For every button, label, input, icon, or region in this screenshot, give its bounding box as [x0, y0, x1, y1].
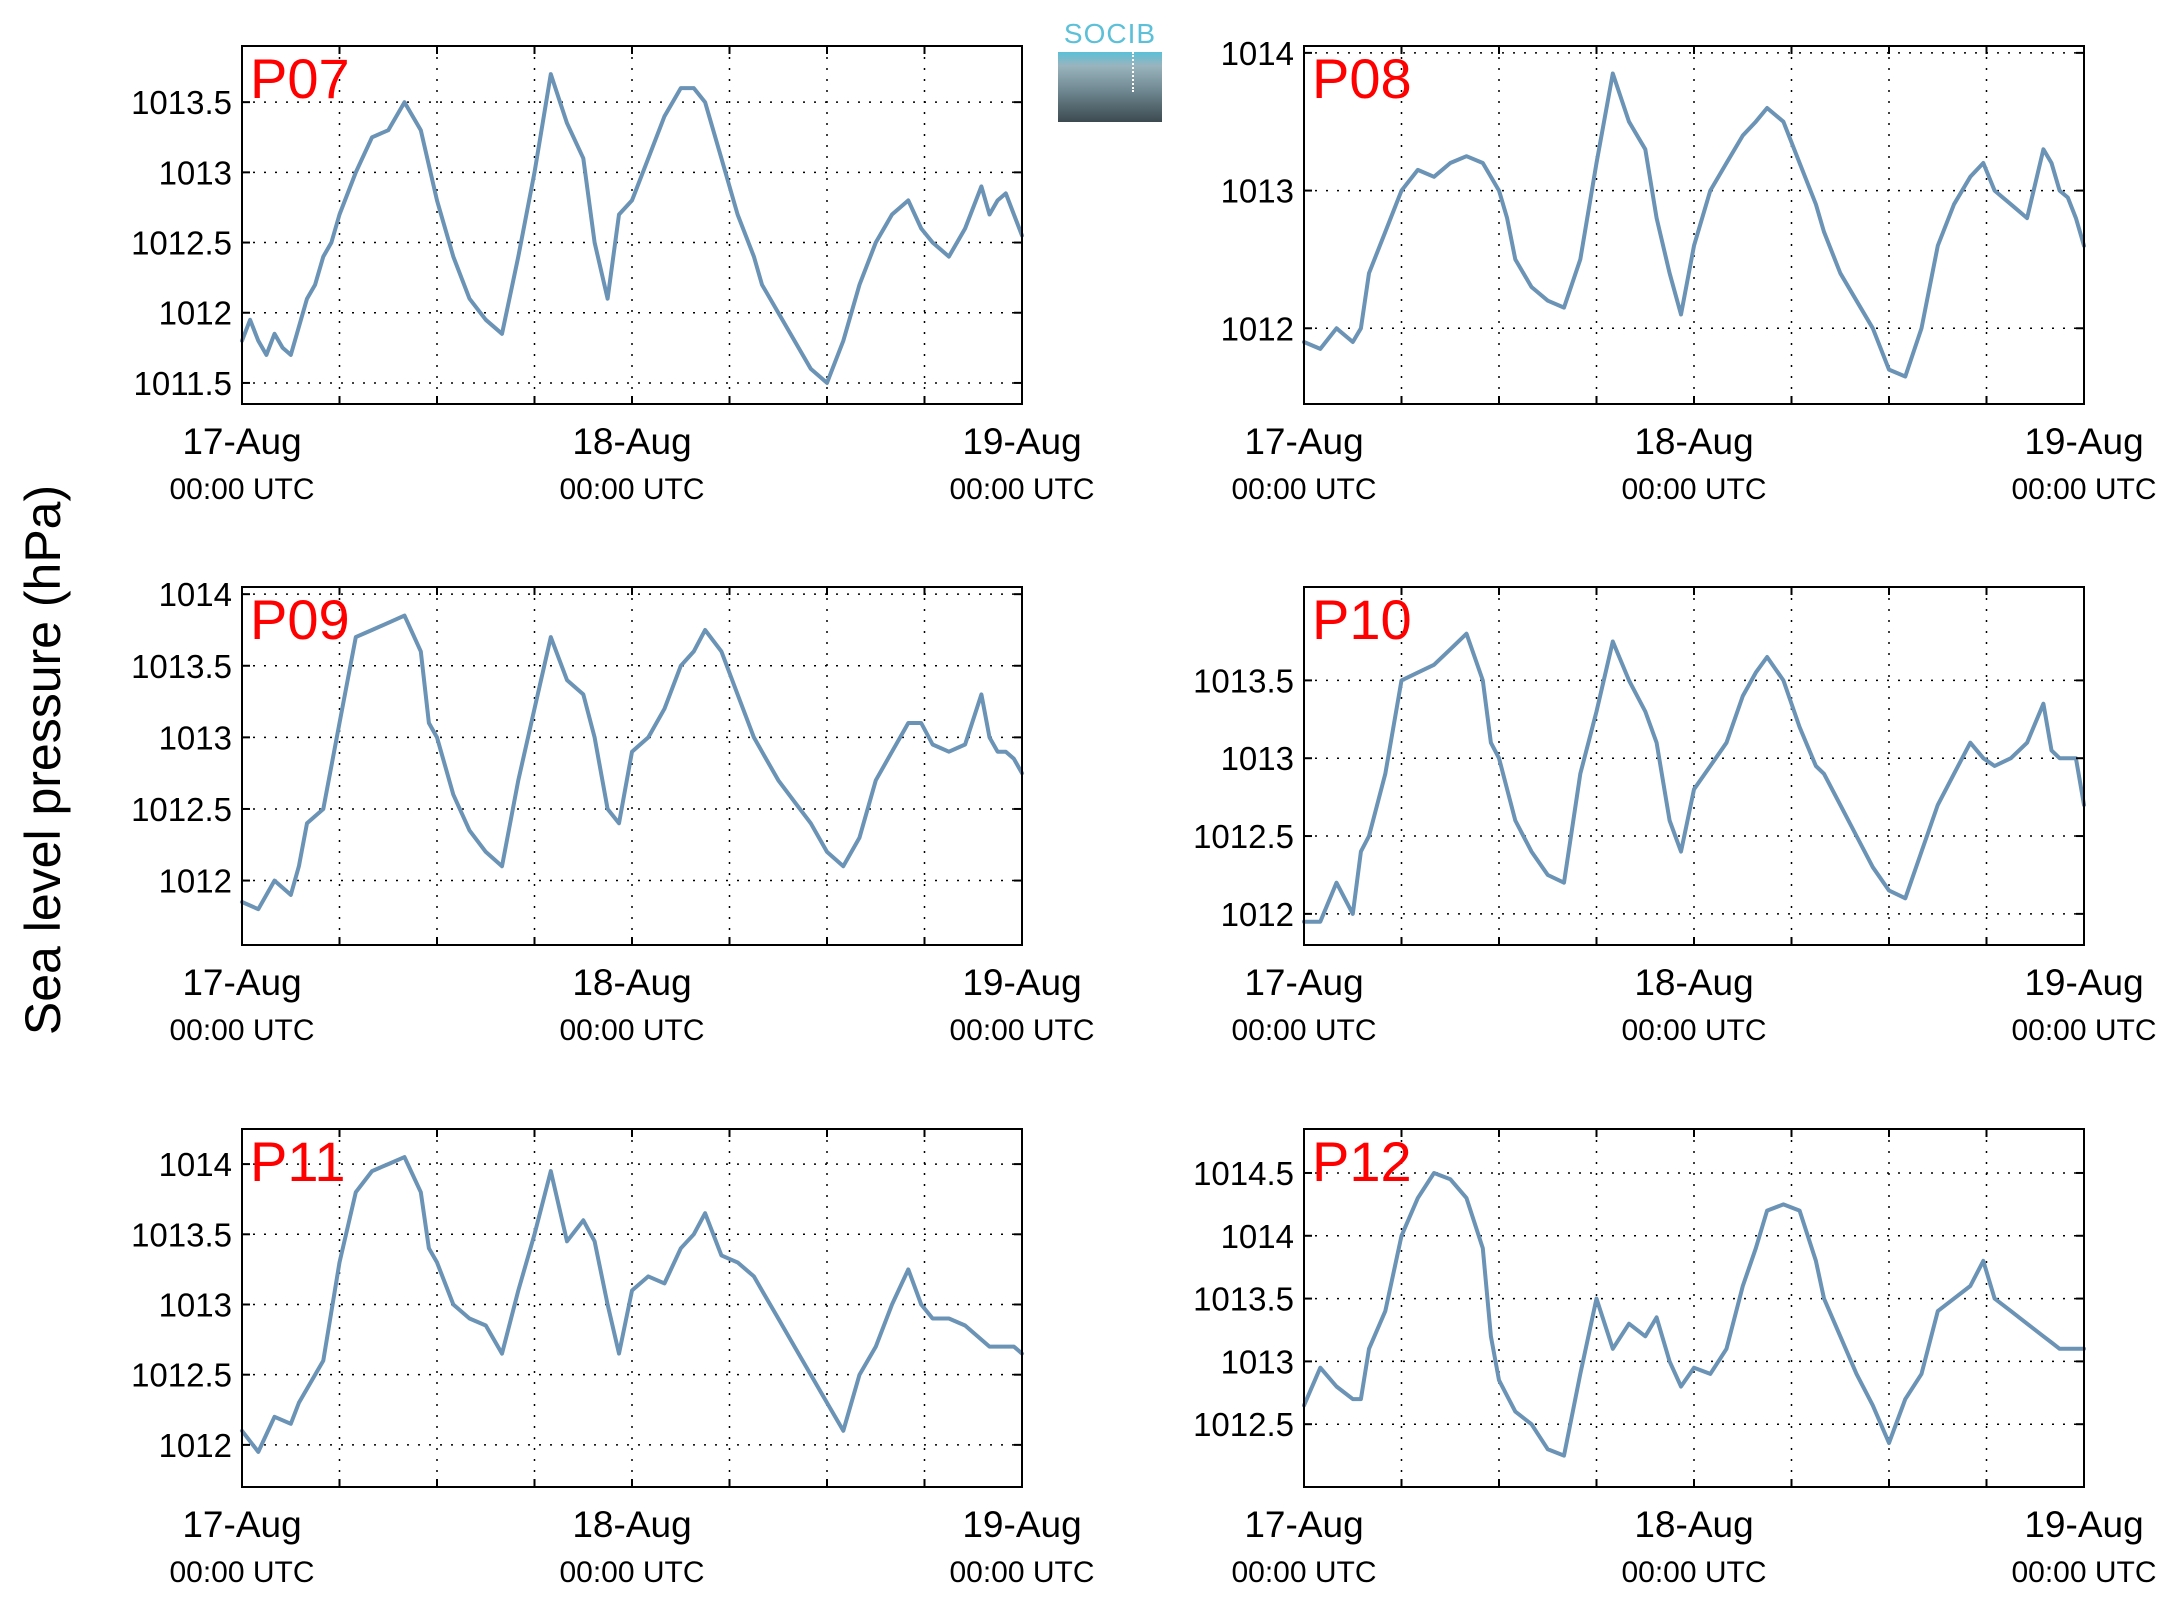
- y-tick-label: 1012: [159, 863, 232, 900]
- x-tick-label: 19-Aug: [2024, 421, 2143, 462]
- panel-label-p08: P08: [1312, 47, 1412, 110]
- y-tick-label: 1014: [1221, 1218, 1294, 1255]
- series-line-p09: [240, 613, 1024, 912]
- y-tick-label: 1012: [1221, 310, 1294, 347]
- panels: 17-Aug 00:00 UTC 18-Aug 00:00 UTC 19-Aug 00:0…: [131, 35, 2156, 1589]
- x-tick-label: 19-Aug: [2024, 962, 2143, 1003]
- x-tick-sublabel: 00:00 UTC: [2011, 1014, 2156, 1047]
- x-tick-sublabel: 00:00 UTC: [2011, 1556, 2156, 1589]
- y-tick-label: 1013: [159, 154, 232, 191]
- x-tick-label: 18-Aug: [1634, 421, 1753, 462]
- x-tick-sublabel: 00:00 UTC: [2011, 473, 2156, 506]
- y-tick-label: 1013.5: [1193, 1281, 1294, 1318]
- logo-dash: [1132, 52, 1136, 92]
- panel-label-p07: P07: [250, 47, 350, 110]
- panel-p08: 17-Aug 00:00 UTC 18-Aug 00:00 UTC 19-Aug 00:0…: [1221, 35, 2157, 506]
- x-tick-label: 19-Aug: [962, 1504, 1081, 1545]
- x-tick-label: 19-Aug: [2024, 1504, 2143, 1545]
- y-tick-label: 1012: [159, 295, 232, 332]
- y-tick-label: 1012.5: [131, 791, 232, 828]
- x-tick-label: 17-Aug: [182, 1504, 301, 1545]
- x-tick-label: 17-Aug: [1244, 1504, 1363, 1545]
- x-tick-sublabel: 00:00 UTC: [1231, 1556, 1376, 1589]
- logo-text: SOCIB: [1063, 18, 1157, 49]
- y-tick-label: 1012: [1221, 896, 1294, 933]
- x-tick-sublabel: 00:00 UTC: [169, 1014, 314, 1047]
- panel-p09: 17-Aug 00:00 UTC 18-Aug 00:00 UTC 19-Aug 00:0…: [131, 576, 1094, 1047]
- y-tick-label: 1013: [1221, 1343, 1294, 1380]
- panel-label-p10: P10: [1312, 588, 1412, 651]
- x-tick-label: 18-Aug: [1634, 962, 1753, 1003]
- x-tick-sublabel: 00:00 UTC: [1621, 473, 1766, 506]
- axes-frame: [1303, 586, 2085, 946]
- x-tick-sublabel: 00:00 UTC: [559, 473, 704, 506]
- x-tick-sublabel: 00:00 UTC: [949, 1556, 1094, 1589]
- x-tick-label: 17-Aug: [182, 421, 301, 462]
- x-tick-label: 19-Aug: [962, 962, 1081, 1003]
- y-tick-label: 1012.5: [131, 1357, 232, 1394]
- y-tick-label: 1012: [159, 1427, 232, 1464]
- y-tick-label: 1014: [159, 576, 232, 613]
- x-tick-label: 18-Aug: [572, 1504, 691, 1545]
- axes-frame: [241, 1128, 1023, 1488]
- y-tick-label: 1013.5: [131, 1216, 232, 1253]
- x-tick-label: 17-Aug: [1244, 421, 1363, 462]
- y-tick-label: 1013: [1221, 740, 1294, 777]
- x-tick-label: 19-Aug: [962, 421, 1081, 462]
- x-tick-sublabel: 00:00 UTC: [949, 1014, 1094, 1047]
- x-tick-sublabel: 00:00 UTC: [1231, 473, 1376, 506]
- panel-p11: 17-Aug 00:00 UTC 18-Aug 00:00 UTC 19-Aug 00:0…: [131, 1128, 1095, 1589]
- panel-label-p11: P11: [250, 1130, 345, 1193]
- x-tick-label: 17-Aug: [1244, 962, 1363, 1003]
- x-tick-label: 18-Aug: [572, 962, 691, 1003]
- x-tick-label: 18-Aug: [572, 421, 691, 462]
- panel-label-p09: P09: [250, 588, 350, 651]
- series-line-p07: [240, 72, 1024, 385]
- x-tick-label: 18-Aug: [1634, 1504, 1753, 1545]
- y-tick-label: 1013: [159, 1286, 232, 1323]
- series-line-p12: [1302, 1171, 2086, 1458]
- y-tick-label: 1014: [1221, 35, 1294, 72]
- x-tick-sublabel: 00:00 UTC: [1621, 1014, 1766, 1047]
- y-tick-label: 1013: [159, 719, 232, 756]
- series-line-p10: [1302, 631, 2086, 924]
- x-tick-sublabel: 00:00 UTC: [559, 1556, 704, 1589]
- panel-p10: 17-Aug 00:00 UTC 18-Aug 00:00 UTC 19-Aug 00:0…: [1193, 586, 2157, 1047]
- x-tick-sublabel: 00:00 UTC: [559, 1014, 704, 1047]
- series-line-p11: [240, 1155, 1024, 1454]
- y-tick-label: 1013.5: [131, 648, 232, 685]
- x-tick-sublabel: 00:00 UTC: [1231, 1014, 1376, 1047]
- panel-p07: 17-Aug 00:00 UTC 18-Aug 00:00 UTC 19-Aug 00:0…: [131, 45, 1095, 506]
- y-tick-label: 1014.5: [1193, 1155, 1294, 1192]
- y-tick-label: 1012.5: [1193, 1406, 1294, 1443]
- panel-p12: 17-Aug 00:00 UTC 18-Aug 00:00 UTC 19-Aug 00:0…: [1193, 1128, 2157, 1589]
- axes-frame: [1303, 45, 2085, 405]
- y-tick-label: 1012.5: [1193, 818, 1294, 855]
- x-tick-sublabel: 00:00 UTC: [169, 473, 314, 506]
- y-tick-label: 1013: [1221, 173, 1294, 210]
- y-axis-label: Sea level pressure (hPa): [15, 485, 71, 1035]
- axes-frame: [241, 45, 1023, 405]
- x-tick-label: 17-Aug: [182, 962, 301, 1003]
- logo-graphic: [1058, 52, 1162, 122]
- axes-frame: [1303, 1128, 2085, 1488]
- x-tick-sublabel: 00:00 UTC: [169, 1556, 314, 1589]
- axes-frame: [241, 586, 1023, 946]
- y-tick-label: 1012.5: [131, 225, 232, 262]
- y-tick-label: 1011.5: [134, 365, 232, 402]
- y-tick-label: 1013.5: [131, 84, 232, 121]
- series-line-p08: [1302, 71, 2086, 379]
- y-tick-label: 1013.5: [1193, 662, 1294, 699]
- y-tick-label: 1014: [159, 1146, 232, 1183]
- socib-logo: SOCIB: [1058, 18, 1162, 122]
- panel-label-p12: P12: [1312, 1130, 1412, 1193]
- x-tick-sublabel: 00:00 UTC: [1621, 1556, 1766, 1589]
- x-tick-sublabel: 00:00 UTC: [949, 473, 1094, 506]
